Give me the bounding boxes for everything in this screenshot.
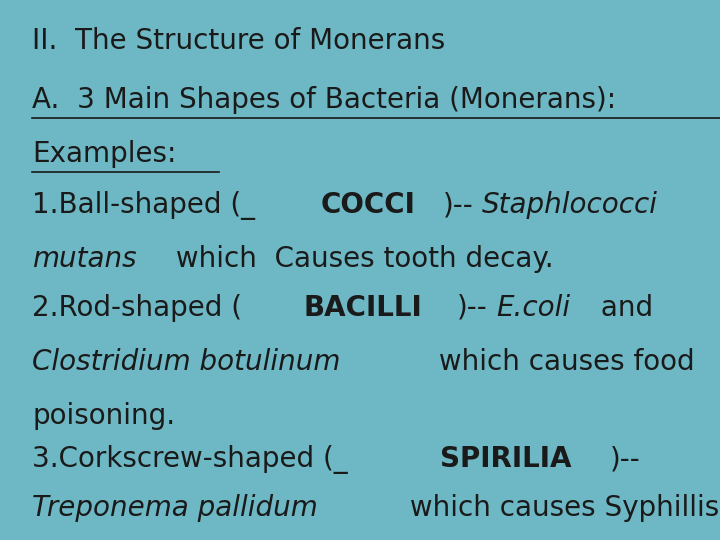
Text: Treponema pallidum: Treponema pallidum — [32, 494, 318, 522]
Text: SPIRILIA: SPIRILIA — [440, 445, 571, 473]
Text: A.  3 Main Shapes of Bacteria (Monerans):: A. 3 Main Shapes of Bacteria (Monerans): — [32, 86, 616, 114]
Text: BACILLI: BACILLI — [303, 294, 422, 322]
Text: and: and — [592, 294, 653, 322]
Text: Staphlococci: Staphlococci — [482, 191, 658, 219]
Text: )--: )-- — [443, 191, 473, 219]
Text: II.  The Structure of Monerans: II. The Structure of Monerans — [32, 26, 446, 55]
Text: 3.Corkscrew-shaped (_: 3.Corkscrew-shaped (_ — [32, 445, 348, 474]
Text: mutans: mutans — [32, 245, 137, 273]
Text: 1.Ball-shaped (_: 1.Ball-shaped (_ — [32, 191, 256, 220]
Text: )--: )-- — [456, 294, 487, 322]
Text: which causes Syphillis: which causes Syphillis — [401, 494, 719, 522]
Text: which  Causes tooth decay.: which Causes tooth decay. — [167, 245, 554, 273]
Text: 2.Rod-shaped (: 2.Rod-shaped ( — [32, 294, 243, 322]
Text: poisoning.: poisoning. — [32, 402, 176, 430]
Text: E.coli: E.coli — [496, 294, 570, 322]
Text: COCCI: COCCI — [320, 191, 415, 219]
Text: Clostridium botulinum: Clostridium botulinum — [32, 348, 341, 376]
Text: which causes food: which causes food — [431, 348, 695, 376]
Text: Examples:: Examples: — [32, 140, 177, 168]
Text: )--: )-- — [609, 445, 640, 473]
